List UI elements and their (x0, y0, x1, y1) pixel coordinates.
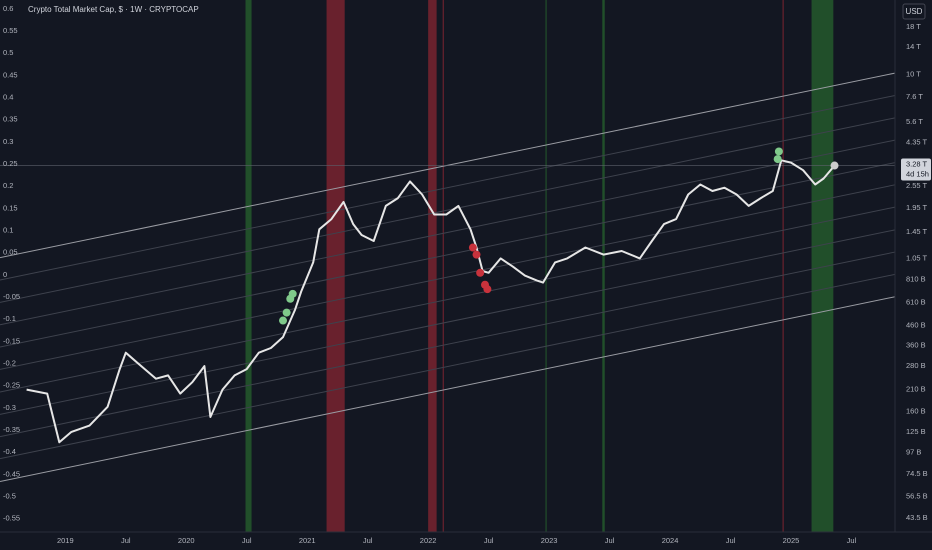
y2-tick-label: 18 T (906, 22, 921, 31)
y2-tick-label: 74.5 B (906, 469, 928, 478)
y-tick-label: -0.1 (3, 314, 16, 323)
y2-tick-label: 1.45 T (906, 227, 928, 236)
x-tick-label: Jul (847, 536, 857, 545)
y2-tick-label: 160 B (906, 407, 926, 416)
x-tick-label: 2021 (299, 536, 316, 545)
y2-tick-label: 2.55 T (906, 181, 928, 190)
signal-band (442, 0, 444, 532)
channel-line (0, 229, 896, 415)
y-tick-label: -0.05 (3, 292, 20, 301)
channel-line (0, 117, 896, 303)
y-tick-label: 0.45 (3, 70, 18, 79)
signal-band (811, 0, 834, 532)
x-tick-label: 2022 (420, 536, 437, 545)
signal-band (245, 0, 252, 532)
y2-tick-label: 610 B (906, 298, 926, 307)
y2-tick-label: 10 T (906, 70, 921, 79)
y2-tick-label: 360 B (906, 341, 926, 350)
y2-tick-label: 56.5 B (906, 492, 928, 501)
signal-band (326, 0, 345, 532)
signal-band (782, 0, 784, 532)
y-tick-label: -0.45 (3, 469, 20, 478)
x-tick-label: Jul (363, 536, 373, 545)
signal-band (602, 0, 605, 532)
signal-marker (468, 243, 477, 252)
signal-marker (288, 289, 297, 298)
y-tick-label: 0.05 (3, 248, 18, 257)
y2-tick-label: 14 T (906, 42, 921, 51)
y2-tick-label: 1.05 T (906, 253, 928, 262)
price-line (26, 159, 836, 444)
y-tick-label: 0 (3, 270, 7, 279)
y-tick-label: 0.25 (3, 159, 18, 168)
x-tick-label: 2025 (783, 536, 800, 545)
signal-marker (774, 147, 783, 156)
y-tick-label: -0.55 (3, 514, 20, 523)
y2-tick-label: 280 B (906, 361, 926, 370)
x-tick-label: Jul (726, 536, 736, 545)
y2-tick-label: 125 B (906, 427, 926, 436)
y-tick-label: 0.5 (3, 48, 13, 57)
y-tick-label: 0.3 (3, 137, 13, 146)
y2-tick-label: 7.6 T (906, 92, 923, 101)
signal-marker (472, 250, 481, 259)
y2-tick-label: 810 B (906, 275, 926, 284)
y2-tick-label: 460 B (906, 321, 926, 330)
x-tick-label: Jul (121, 536, 131, 545)
x-tick-label: 2019 (57, 536, 74, 545)
y-tick-label: -0.2 (3, 359, 16, 368)
y-tick-label: 0.55 (3, 26, 18, 35)
channel-line (0, 184, 896, 370)
x-tick-label: 2023 (541, 536, 558, 545)
y-tick-label: -0.5 (3, 492, 16, 501)
y-tick-label: 0.1 (3, 226, 13, 235)
signal-marker (282, 308, 291, 317)
channel-line (0, 139, 896, 326)
signal-band (428, 0, 437, 532)
y-tick-label: -0.3 (3, 403, 16, 412)
y-tick-label: 0.2 (3, 181, 13, 190)
x-tick-label: Jul (605, 536, 615, 545)
channel-line (0, 206, 896, 393)
channel-line (0, 273, 896, 460)
y2-tick-label: 5.6 T (906, 117, 923, 126)
y-tick-label: -0.35 (3, 425, 20, 434)
channel-line (0, 251, 896, 438)
currency-button[interactable] (902, 3, 926, 20)
signal-band (545, 0, 547, 532)
y2-tick-label: 210 B (906, 385, 926, 394)
signal-marker (830, 161, 839, 170)
y2-tick-label: 1.95 T (906, 203, 928, 212)
x-tick-label: Jul (484, 536, 494, 545)
currency-label[interactable]: USD (906, 7, 923, 16)
countdown-label: 4d 15h (906, 170, 929, 179)
chart-title: Crypto Total Market Cap, $ · 1W · CRYPTO… (28, 5, 199, 14)
channel-line (0, 296, 896, 482)
channel-line (0, 162, 896, 348)
y2-tick-label: 97 B (906, 448, 921, 457)
y-tick-label: 0.6 (3, 4, 13, 13)
y-tick-label: -0.25 (3, 381, 20, 390)
signal-marker (483, 285, 492, 294)
x-tick-label: 2024 (662, 536, 679, 545)
signal-marker (279, 316, 288, 325)
signal-marker (476, 268, 485, 277)
y2-tick-label: 4.35 T (906, 138, 928, 147)
x-tick-label: 2020 (178, 536, 195, 545)
y-tick-label: -0.4 (3, 447, 16, 456)
x-tick-label: Jul (242, 536, 252, 545)
channel-line (0, 94, 896, 281)
y-tick-label: 0.35 (3, 115, 18, 124)
signal-marker (773, 155, 782, 164)
y-tick-label: 0.4 (3, 93, 13, 102)
y2-tick-label: 43.5 B (906, 513, 928, 522)
last-price-badge (901, 158, 931, 181)
y-tick-label: -0.15 (3, 336, 20, 345)
y-tick-label: 0.15 (3, 203, 18, 212)
last-price-label: 3.28 T (906, 160, 928, 169)
